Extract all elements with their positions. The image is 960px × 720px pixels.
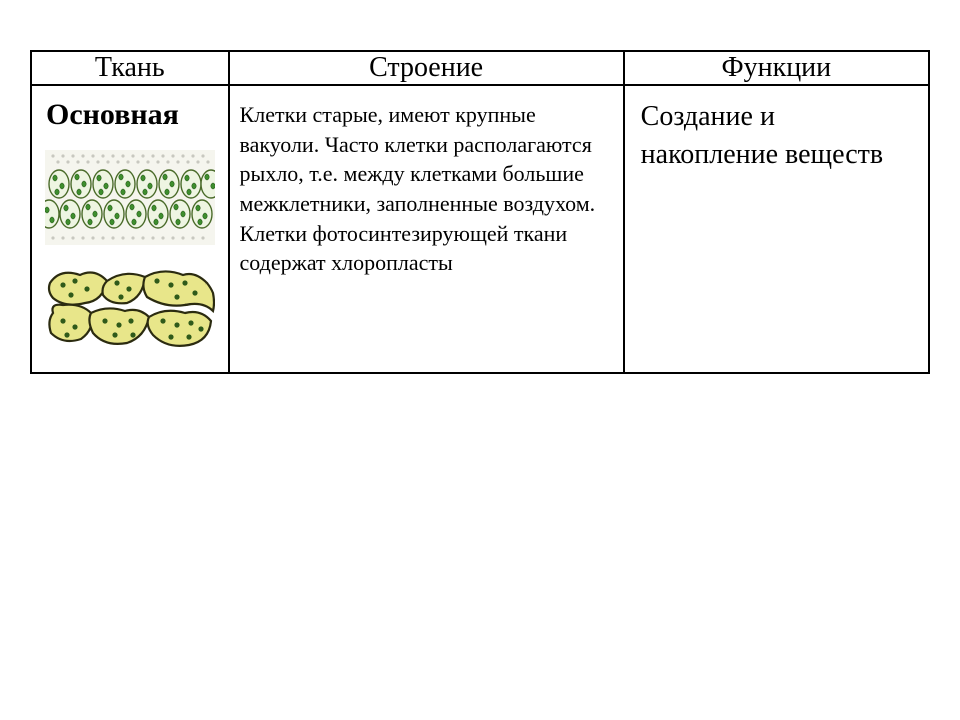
palisade-tissue-image <box>45 150 215 245</box>
tissue-name: Основная <box>32 86 228 142</box>
cell-function: Создание и накопление веществ <box>624 85 929 373</box>
col-header-function: Функции <box>624 51 929 85</box>
cell-structure: Клетки старые, имеют крупные вакуоли. Ча… <box>229 85 624 373</box>
tissue-illustrations <box>32 142 228 372</box>
table-row: Основная <box>31 85 929 373</box>
parenchyma-tissue-image <box>45 263 215 358</box>
table-header-row: Ткань Строение Функции <box>31 51 929 85</box>
col-header-tissue: Ткань <box>31 51 229 85</box>
col-header-structure: Строение <box>229 51 624 85</box>
structure-text: Клетки старые, имеют крупные вакуоли. Ча… <box>230 86 623 292</box>
tissue-table: Ткань Строение Функции Основная <box>30 50 930 374</box>
function-text: Создание и накопление веществ <box>625 86 928 188</box>
cell-tissue: Основная <box>31 85 229 373</box>
